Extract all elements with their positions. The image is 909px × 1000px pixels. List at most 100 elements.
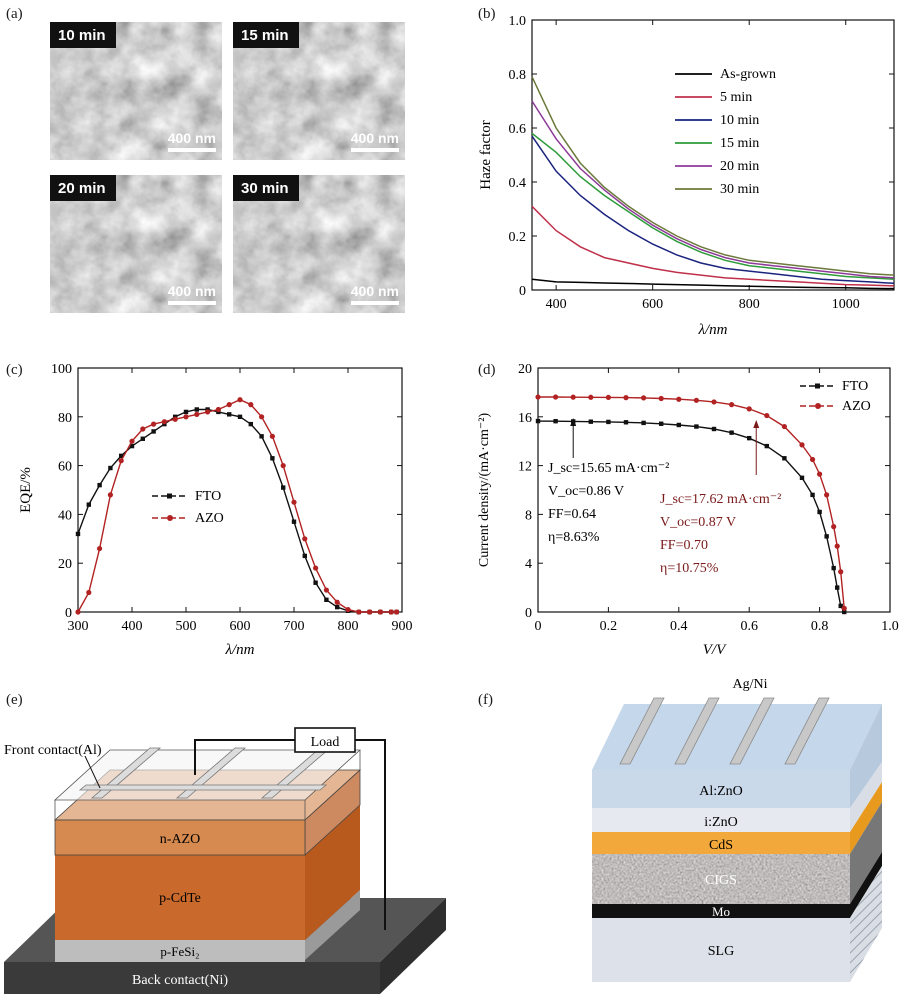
data-point-fto bbox=[227, 412, 232, 417]
legend-label: FTO bbox=[195, 489, 221, 504]
series-line-fto bbox=[77, 408, 397, 613]
jv-chart: 0 0.2 0.4 0.6 0.8 1.0 0 4 8 12 16 20 FTO AZO J_sc=15.6… bbox=[477, 362, 899, 658]
data-point-azo bbox=[161, 419, 167, 425]
front-mo bbox=[592, 904, 850, 918]
sem-scale-bar: 400 nm bbox=[350, 283, 399, 305]
side-slg bbox=[850, 866, 882, 982]
data-point-azo bbox=[535, 394, 541, 400]
y-tick-label: 20 bbox=[58, 557, 72, 572]
data-point-azo bbox=[259, 414, 265, 420]
data-point-fto bbox=[237, 414, 243, 419]
legend-marker bbox=[167, 493, 172, 499]
data-point-fto bbox=[676, 422, 681, 428]
x-axis-label: V/V bbox=[703, 642, 727, 658]
data-point-azo bbox=[334, 599, 340, 605]
data-point-fto bbox=[799, 475, 805, 480]
data-point-azo bbox=[367, 609, 373, 615]
data-point-fto bbox=[623, 420, 629, 425]
y-axis-label: Current density/(mA·cm⁻²) bbox=[477, 413, 492, 568]
haze-factor-chart: 400 600 800 1000 0 0.2 0.4 0.6 0.8 1.0 As-grown 5 m… bbox=[478, 14, 895, 338]
sem-image-20min: 20 min 400 nm bbox=[50, 175, 222, 313]
data-point-azo bbox=[269, 433, 275, 439]
legend-marker bbox=[167, 515, 173, 521]
annotation-azo: FF=0.70 bbox=[660, 538, 708, 553]
y-axis-label: EQE/% bbox=[18, 467, 34, 513]
layer-label-fesi2: p-FeSi₂ bbox=[160, 944, 199, 959]
y-tick-label: 16 bbox=[518, 411, 532, 426]
x-tick-label: 300 bbox=[68, 619, 89, 634]
series-line-5-min bbox=[531, 205, 895, 287]
data-point-fto bbox=[129, 443, 135, 449]
data-point-azo bbox=[553, 394, 559, 400]
data-point-azo bbox=[194, 411, 200, 417]
front-contact-label: Front contact(Al) bbox=[4, 743, 102, 758]
cdte-side bbox=[305, 805, 360, 940]
data-point-fto bbox=[835, 585, 840, 590]
front-alzno bbox=[592, 770, 850, 808]
front-izno bbox=[592, 808, 850, 832]
x-tick-label: 1000 bbox=[832, 297, 860, 312]
panel-label-f: (f) bbox=[478, 692, 493, 708]
annotation-fto: η=8.63% bbox=[548, 530, 600, 545]
data-point-azo bbox=[356, 609, 362, 615]
series-line-10-min bbox=[531, 135, 895, 285]
data-point-fto bbox=[831, 565, 836, 571]
data-point-azo bbox=[248, 402, 254, 408]
data-point-azo bbox=[345, 606, 351, 613]
data-point-azo bbox=[280, 463, 286, 469]
y-tick-label: 0.2 bbox=[509, 230, 527, 245]
annotation-fto: V_oc=0.86 V bbox=[548, 484, 624, 499]
y-axis-label: Haze factor bbox=[478, 120, 494, 190]
y-tick-label: 0 bbox=[519, 284, 526, 299]
data-point-azo bbox=[605, 394, 611, 401]
ag-ni-label: Ag/Ni bbox=[733, 677, 768, 692]
sem-scale-bar: 400 nm bbox=[167, 130, 216, 152]
sem-time-label: 10 min bbox=[50, 22, 116, 48]
front-cigs bbox=[592, 854, 850, 904]
y-tick-label: 100 bbox=[51, 362, 72, 377]
data-point-fto bbox=[641, 420, 646, 426]
data-point-fto bbox=[313, 580, 318, 585]
sem-scale-text: 400 nm bbox=[167, 130, 216, 146]
layer-label-cigs: CIGS bbox=[705, 873, 737, 888]
y-tick-label: 12 bbox=[518, 460, 532, 475]
data-point-fto bbox=[842, 609, 847, 615]
legend-label: 30 min bbox=[720, 182, 759, 197]
data-point-fto bbox=[553, 418, 558, 424]
x-tick-label: 400 bbox=[122, 619, 143, 634]
data-point-fto bbox=[140, 436, 145, 441]
data-point-fto bbox=[291, 519, 297, 524]
load-box bbox=[294, 727, 356, 753]
sem-scale-text: 400 nm bbox=[350, 283, 399, 299]
data-point-azo bbox=[313, 565, 319, 571]
data-point-fto bbox=[810, 492, 815, 498]
data-point-azo bbox=[746, 406, 752, 412]
data-point-azo bbox=[781, 423, 787, 430]
data-point-azo bbox=[129, 438, 135, 444]
x-tick-label: 600 bbox=[230, 619, 251, 634]
wire-right bbox=[355, 739, 386, 930]
data-point-azo bbox=[107, 492, 113, 498]
legend-marker bbox=[815, 403, 821, 409]
panel-label-e: (e) bbox=[6, 692, 23, 708]
data-point-azo bbox=[226, 402, 232, 408]
data-point-azo bbox=[237, 397, 243, 403]
data-point-fto bbox=[782, 456, 787, 461]
eqe-chart: 300 400 500 600 700 800 900 0 20 40 60 80 100 FTO AZO λ… bbox=[18, 362, 413, 658]
data-point-azo bbox=[834, 543, 840, 549]
x-axis-label: λ/nm bbox=[225, 642, 255, 658]
legend-label: As-grown bbox=[720, 67, 776, 82]
x-axis-label: λ/nm bbox=[698, 322, 728, 338]
back-contact-front bbox=[4, 962, 380, 994]
data-point-fto bbox=[764, 443, 769, 449]
sem-scale-text: 400 nm bbox=[350, 130, 399, 146]
azo-front bbox=[54, 819, 306, 856]
x-tick-label: 0.2 bbox=[600, 619, 618, 634]
cdte-front bbox=[55, 855, 305, 940]
sem-scale-text: 400 nm bbox=[167, 283, 216, 299]
data-point-fto bbox=[694, 424, 699, 429]
side-mo bbox=[850, 852, 882, 918]
data-point-azo bbox=[817, 471, 823, 477]
data-point-fto bbox=[335, 604, 340, 610]
y-tick-label: 1.0 bbox=[509, 14, 527, 29]
